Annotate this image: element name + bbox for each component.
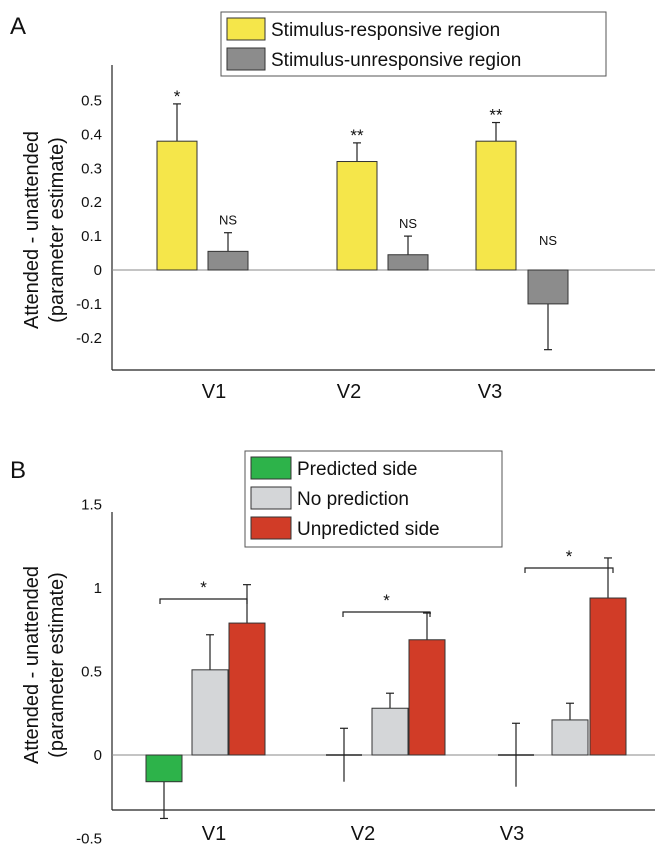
- y-tick-label: 0.1: [81, 228, 102, 245]
- y-tick-label: 0.3: [81, 160, 102, 177]
- bar-stimulus-unresponsive-region: [207, 250, 249, 271]
- legend-swatch: [250, 486, 292, 510]
- significance-label: **: [350, 126, 364, 145]
- significance-label: NS: [219, 213, 237, 228]
- legend-swatch: [250, 516, 292, 540]
- y-tick-label: -0.2: [76, 330, 102, 347]
- bar-no-prediction: [371, 707, 409, 756]
- y-tick-label: 1.5: [81, 497, 102, 514]
- y-axis-label: (parameter estimate): [46, 572, 68, 758]
- significance-label: *: [566, 547, 573, 566]
- bar-predicted-side: [145, 754, 183, 783]
- significance-label: **: [489, 106, 503, 125]
- panel-b: B 1.5 1 0.5 0 -0.5 Attended - unattended (param…: [10, 450, 655, 848]
- legend-label: Stimulus-unresponsive region: [271, 50, 521, 71]
- bar-no-prediction: [191, 669, 229, 756]
- bar-stimulus-responsive-region: [475, 140, 517, 271]
- y-axis-label: (parameter estimate): [46, 137, 68, 323]
- x-category-label: V3: [500, 823, 524, 845]
- x-category-label: V3: [478, 381, 502, 403]
- panel-label: B: [10, 457, 26, 484]
- y-tick-label: -0.1: [76, 296, 102, 313]
- bar-no-prediction: [551, 719, 589, 756]
- bar-unpredicted-side: [589, 597, 627, 756]
- panel-label: A: [10, 13, 26, 40]
- bar-unpredicted-side: [228, 622, 266, 756]
- significance-label: *: [200, 578, 207, 597]
- y-tick-label: 0.5: [81, 664, 102, 681]
- significance-bracket: [524, 567, 614, 573]
- bar-stimulus-responsive-region: [336, 161, 378, 271]
- y-tick-label: 0.2: [81, 194, 102, 211]
- legend-label: Predicted side: [297, 459, 417, 480]
- x-category-label: V1: [202, 823, 226, 845]
- x-category-label: V2: [337, 381, 361, 403]
- y-tick-label: 0.4: [81, 126, 102, 143]
- legend-swatch: [250, 456, 292, 480]
- x-category-label: V2: [351, 823, 375, 845]
- legend-swatch: [226, 47, 266, 71]
- bar-unpredicted-side: [408, 639, 446, 756]
- y-tick-label: 0: [94, 747, 102, 764]
- bar-stimulus-unresponsive-region: [527, 269, 569, 305]
- legend: [220, 11, 607, 77]
- legend-label: Stimulus-responsive region: [271, 20, 500, 41]
- significance-bracket: [159, 598, 248, 604]
- significance-label: *: [383, 591, 390, 610]
- significance-bracket: [342, 611, 431, 617]
- y-tick-label: 1: [94, 580, 102, 597]
- y-tick-label: 0.5: [81, 93, 102, 110]
- significance-label: NS: [539, 233, 557, 248]
- legend-swatch: [226, 17, 266, 41]
- significance-label: NS: [399, 216, 417, 231]
- y-axis-label: Attended - unattended: [21, 131, 43, 329]
- x-category-label: V1: [202, 381, 226, 403]
- panel-a: A 0.5 0.4 0.3 0.2 0.1 0 -0.1 -0.2 Attended - unat…: [10, 11, 655, 403]
- y-tick-label: 0: [94, 262, 102, 279]
- significance-label: *: [174, 87, 181, 106]
- legend-label: No prediction: [297, 489, 409, 510]
- bar-stimulus-unresponsive-region: [387, 254, 429, 271]
- bar-stimulus-responsive-region: [156, 140, 198, 271]
- legend-label: Unpredicted side: [297, 519, 440, 540]
- y-axis-label: Attended - unattended: [21, 566, 43, 764]
- y-tick-label: -0.5: [76, 831, 102, 848]
